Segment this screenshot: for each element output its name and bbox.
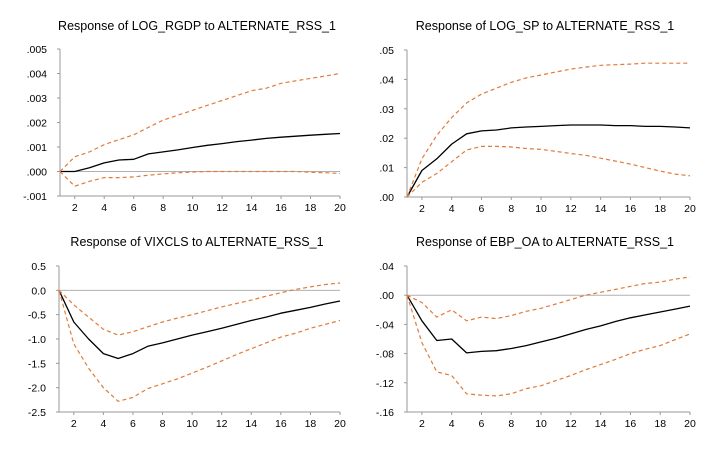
x-tick-label: 8 <box>508 418 514 430</box>
y-tick-label: -1.5 <box>28 358 46 370</box>
x-tick-label: 2 <box>71 418 77 430</box>
upper-confidence-band <box>59 72 341 172</box>
x-tick-label: 16 <box>625 203 637 215</box>
y-tick-label: -.08 <box>376 349 394 361</box>
x-tick-label: 12 <box>565 418 577 430</box>
y-tick-label: 0.5 <box>31 261 46 273</box>
x-tick-label: 20 <box>684 203 696 215</box>
chart-title: Response of EBP_OA to ALTERNATE_RSS_1 <box>416 235 674 249</box>
x-tick-label: 18 <box>305 418 317 430</box>
chart-panel-2: Response of LOG_SP to ALTERNATE_RSS_1 .00… <box>379 19 696 215</box>
upper-confidence-band <box>406 276 691 322</box>
x-tick-label: 16 <box>625 418 637 430</box>
x-tick-label: 4 <box>449 203 455 215</box>
lower-confidence-band <box>406 145 691 198</box>
y-tick-label: .00 <box>379 192 394 204</box>
chart-panel-1: Response of LOG_RGDP to ALTERNATE_RSS_1 -… <box>23 19 346 214</box>
y-tick-label: .03 <box>379 104 394 116</box>
y-tick-label: .04 <box>379 261 394 273</box>
x-tick-label: 2 <box>72 202 78 214</box>
x-tick-label: 2 <box>419 418 425 430</box>
y-tick-label: -2.0 <box>28 383 46 395</box>
y-tick-label: 0.0 <box>31 285 46 297</box>
x-tick-label: 14 <box>246 202 258 214</box>
x-tick-label: 14 <box>245 418 257 430</box>
x-tick-label: 16 <box>275 418 287 430</box>
x-tick-label: 10 <box>535 418 547 430</box>
y-tick-label: -1.0 <box>28 334 46 346</box>
x-tick-label: 8 <box>508 203 514 215</box>
y-tick-label: .001 <box>27 142 48 154</box>
x-tick-label: 6 <box>130 418 136 430</box>
y-tick-label: .00 <box>379 290 394 302</box>
x-tick-label: 18 <box>654 418 666 430</box>
y-tick-label: -0.5 <box>28 310 46 322</box>
y-tick-label: .004 <box>27 69 48 81</box>
x-tick-label: 18 <box>305 202 317 214</box>
chart-title: Response of LOG_RGDP to ALTERNATE_RSS_1 <box>58 19 336 33</box>
y-tick-label: .002 <box>27 118 48 130</box>
chart-panel-3: Response of VIXCLS to ALTERNATE_RSS_1 -2.… <box>28 235 346 430</box>
x-tick-label: 6 <box>479 418 485 430</box>
x-tick-label: 10 <box>535 203 547 215</box>
x-tick-label: 20 <box>684 418 696 430</box>
y-tick-label: .005 <box>27 44 48 56</box>
y-tick-label: .003 <box>27 93 48 105</box>
chart-title: Response of VIXCLS to ALTERNATE_RSS_1 <box>70 235 323 249</box>
x-tick-label: 20 <box>334 418 346 430</box>
impulse-response-line <box>406 124 691 198</box>
x-tick-label: 20 <box>334 202 346 214</box>
y-tick-label: .02 <box>379 133 394 145</box>
y-tick-label: .000 <box>27 167 48 179</box>
x-tick-label: 12 <box>216 202 228 214</box>
y-tick-label: .01 <box>379 163 394 175</box>
y-tick-label: -2.5 <box>28 407 46 419</box>
y-tick-label: -.12 <box>376 378 394 390</box>
x-tick-label: 16 <box>275 202 287 214</box>
x-tick-label: 6 <box>479 203 485 215</box>
y-tick-label: -.04 <box>376 319 394 331</box>
lower-confidence-band <box>59 170 341 187</box>
x-tick-label: 14 <box>595 203 607 215</box>
x-tick-label: 18 <box>654 203 666 215</box>
chart-title: Response of LOG_SP to ALTERNATE_RSS_1 <box>416 19 675 33</box>
impulse-response-line <box>58 290 341 360</box>
x-tick-label: 4 <box>101 202 107 214</box>
x-tick-label: 12 <box>565 203 577 215</box>
y-tick-label: -.001 <box>23 191 47 203</box>
x-tick-label: 8 <box>160 418 166 430</box>
y-tick-label: -.16 <box>376 407 394 419</box>
y-tick-label: .05 <box>379 45 394 57</box>
x-tick-label: 14 <box>595 418 607 430</box>
x-tick-label: 6 <box>131 202 137 214</box>
x-tick-label: 4 <box>100 418 106 430</box>
x-tick-label: 2 <box>419 203 425 215</box>
x-tick-label: 12 <box>216 418 228 430</box>
x-tick-label: 10 <box>186 418 198 430</box>
lower-confidence-band <box>58 290 341 402</box>
x-tick-label: 8 <box>160 202 166 214</box>
upper-confidence-band <box>406 62 690 198</box>
upper-confidence-band <box>58 282 341 336</box>
chart-panel-4: Response of EBP_OA to ALTERNATE_RSS_1 -.1… <box>376 235 696 430</box>
x-tick-label: 4 <box>449 418 455 430</box>
lower-confidence-band <box>406 295 691 397</box>
y-tick-label: .04 <box>379 74 394 86</box>
impulse-response-line <box>60 132 341 173</box>
impulse-response-line <box>406 294 691 354</box>
x-tick-label: 10 <box>187 202 199 214</box>
